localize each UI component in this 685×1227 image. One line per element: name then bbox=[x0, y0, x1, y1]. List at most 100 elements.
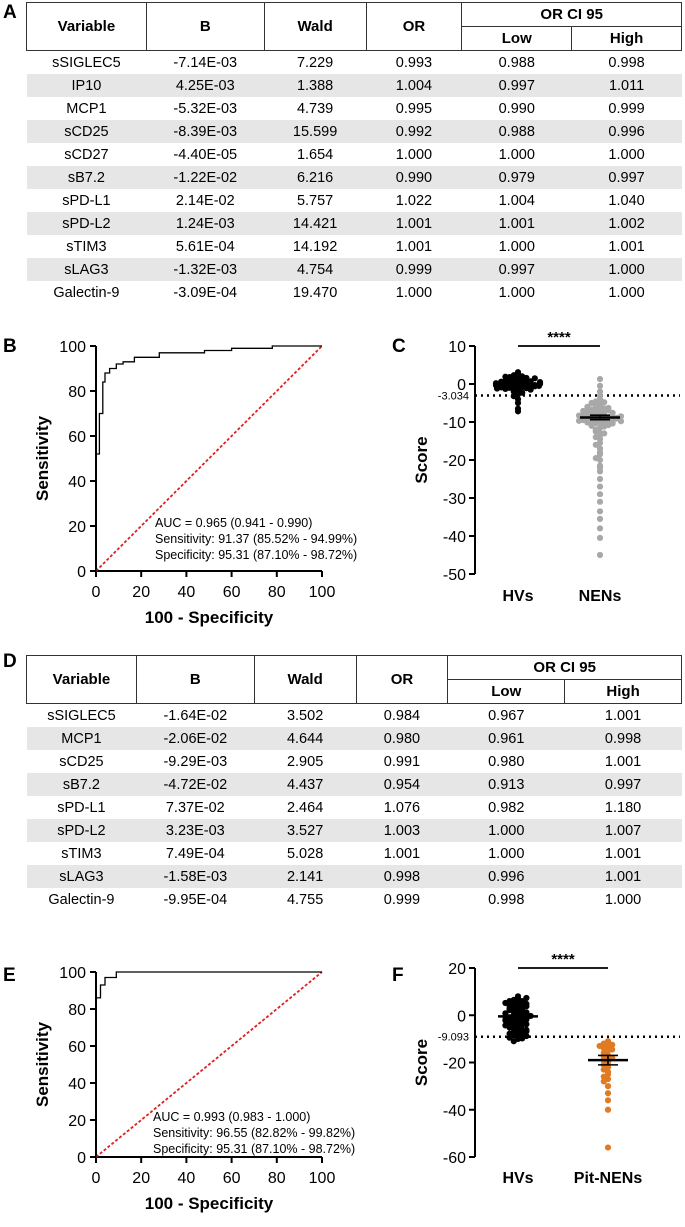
cell-high: 1.001 bbox=[604, 753, 642, 770]
stat-annotation: Sensitivity: 91.37 (85.52% - 94.99%) bbox=[155, 532, 357, 546]
reference-line bbox=[95, 971, 323, 1158]
cell-high: 1.180 bbox=[604, 799, 642, 816]
cell-wald: 2.141 bbox=[254, 865, 357, 888]
y-tick-label: -20 bbox=[443, 1056, 466, 1073]
x-tick-label: 0 bbox=[92, 1170, 101, 1187]
cell-low: 1.000 bbox=[498, 284, 535, 301]
cell-low: 0.988 bbox=[498, 54, 535, 71]
x-tick-label: 60 bbox=[223, 1170, 241, 1187]
cell-high: 1.001 bbox=[604, 707, 642, 724]
category-label: HVs bbox=[502, 588, 533, 605]
y-tick-label: -60 bbox=[443, 1150, 466, 1167]
y-tick-label: 100 bbox=[59, 965, 86, 982]
y-axis-label: Score bbox=[412, 1039, 431, 1086]
cell-low: 1.004 bbox=[498, 192, 535, 209]
data-point bbox=[596, 508, 604, 515]
panel-label-a: A bbox=[3, 2, 17, 23]
data-point bbox=[596, 483, 604, 490]
x-tick-label: 100 bbox=[309, 1170, 336, 1187]
cell-variable: sCD25 bbox=[26, 120, 147, 143]
data-point bbox=[604, 1144, 612, 1151]
data-point bbox=[596, 382, 604, 389]
data-point bbox=[588, 422, 595, 429]
cell-variable: sB7.2 bbox=[26, 166, 147, 189]
cell-high: 1.040 bbox=[608, 192, 645, 209]
data-point bbox=[596, 449, 604, 456]
x-tick-label: 20 bbox=[132, 1170, 150, 1187]
cell-high: 1.000 bbox=[608, 146, 645, 163]
cell-variable: sLAG3 bbox=[26, 865, 137, 888]
header-b: B bbox=[145, 2, 265, 51]
cell-wald: 3.502 bbox=[286, 707, 324, 724]
table-row: sCD25 -9.29E-03 2.905 0.991 0.980 1.001 bbox=[27, 750, 682, 773]
y-tick-label: 0 bbox=[77, 1150, 86, 1167]
data-point bbox=[575, 417, 583, 424]
data-point bbox=[523, 994, 530, 1002]
cell-low: 0.980 bbox=[488, 753, 525, 770]
table-row: sPD-L1 7.37E-02 2.464 1.076 0.982 1.180 bbox=[27, 796, 682, 819]
y-tick-label: -20 bbox=[443, 453, 466, 470]
table-row: sCD27 -4.40E-05 1.654 1.000 1.000 1.000 bbox=[27, 143, 682, 166]
cell-or: 1.000 bbox=[395, 284, 433, 301]
data-point bbox=[523, 1009, 530, 1016]
y-tick-label: -40 bbox=[443, 1103, 466, 1120]
cell-or: 0.984 bbox=[383, 707, 421, 724]
panel-label-f: F bbox=[392, 965, 404, 986]
category-label: NENs bbox=[579, 588, 622, 605]
cell-wald: 6.216 bbox=[264, 166, 367, 189]
data-point bbox=[502, 373, 509, 380]
data-point bbox=[609, 420, 616, 427]
table-row: sPD-L2 3.23E-03 3.527 1.003 1.000 1.007 bbox=[26, 819, 682, 842]
data-point bbox=[596, 491, 604, 498]
header-wald: Wald bbox=[253, 655, 357, 704]
cell-wald: 7.229 bbox=[296, 54, 334, 71]
header-wald: Wald bbox=[263, 2, 367, 51]
cell-wald: 19.470 bbox=[292, 284, 338, 301]
cell-b: -1.22E-02 bbox=[146, 166, 265, 189]
cell-variable: IP10 bbox=[26, 74, 147, 97]
cell-variable: sSIGLEC5 bbox=[52, 54, 121, 71]
panel-label-e: E bbox=[3, 965, 16, 986]
cell-variable: Galectin-9 bbox=[53, 284, 120, 301]
y-tick-label: 60 bbox=[68, 429, 86, 446]
cell-low: 0.982 bbox=[488, 799, 525, 816]
y-tick-label: 80 bbox=[68, 1002, 86, 1019]
data-point bbox=[588, 399, 595, 407]
data-point bbox=[514, 399, 522, 407]
data-point bbox=[605, 404, 612, 412]
y-tick-label: 0 bbox=[457, 1008, 466, 1025]
cell-or: 1.001 bbox=[383, 845, 421, 862]
cell-high: 0.997 bbox=[564, 773, 682, 796]
x-tick-label: 80 bbox=[268, 584, 286, 601]
cell-low: 0.967 bbox=[488, 707, 525, 724]
x-tick-label: 0 bbox=[92, 584, 101, 601]
cell-variable: sB7.2 bbox=[26, 773, 137, 796]
cell-b: -1.58E-03 bbox=[136, 865, 255, 888]
cell-wald: 1.388 bbox=[264, 74, 367, 97]
cell-or: 0.990 bbox=[366, 166, 462, 189]
data-point bbox=[604, 1097, 612, 1104]
table-row: sPD-L2 1.24E-03 14.421 1.001 1.001 1.002 bbox=[26, 212, 682, 235]
header-or: OR bbox=[355, 655, 449, 704]
cell-wald: 4.739 bbox=[296, 100, 334, 117]
cell-high: 1.001 bbox=[564, 865, 682, 888]
cell-low: 0.961 bbox=[447, 727, 565, 750]
cell-or: 1.000 bbox=[395, 146, 433, 163]
category-label: HVs bbox=[502, 1170, 533, 1187]
cell-high: 1.002 bbox=[571, 212, 682, 235]
panel-label-c: C bbox=[392, 336, 406, 357]
cutoff-label: -9.093 bbox=[438, 1032, 469, 1044]
data-point bbox=[600, 1078, 607, 1085]
cell-b: 5.61E-04 bbox=[175, 238, 235, 255]
cell-b: -9.95E-04 bbox=[163, 891, 228, 908]
data-point bbox=[502, 1010, 509, 1017]
roc-curve bbox=[95, 971, 322, 1157]
cell-low: 0.988 bbox=[461, 120, 572, 143]
x-tick-label: 60 bbox=[223, 584, 241, 601]
data-point bbox=[601, 399, 608, 406]
cell-variable: MCP1 bbox=[26, 727, 137, 750]
y-tick-label: 20 bbox=[448, 961, 466, 978]
cell-wald: 1.654 bbox=[296, 146, 334, 163]
cell-or: 0.954 bbox=[356, 773, 448, 796]
